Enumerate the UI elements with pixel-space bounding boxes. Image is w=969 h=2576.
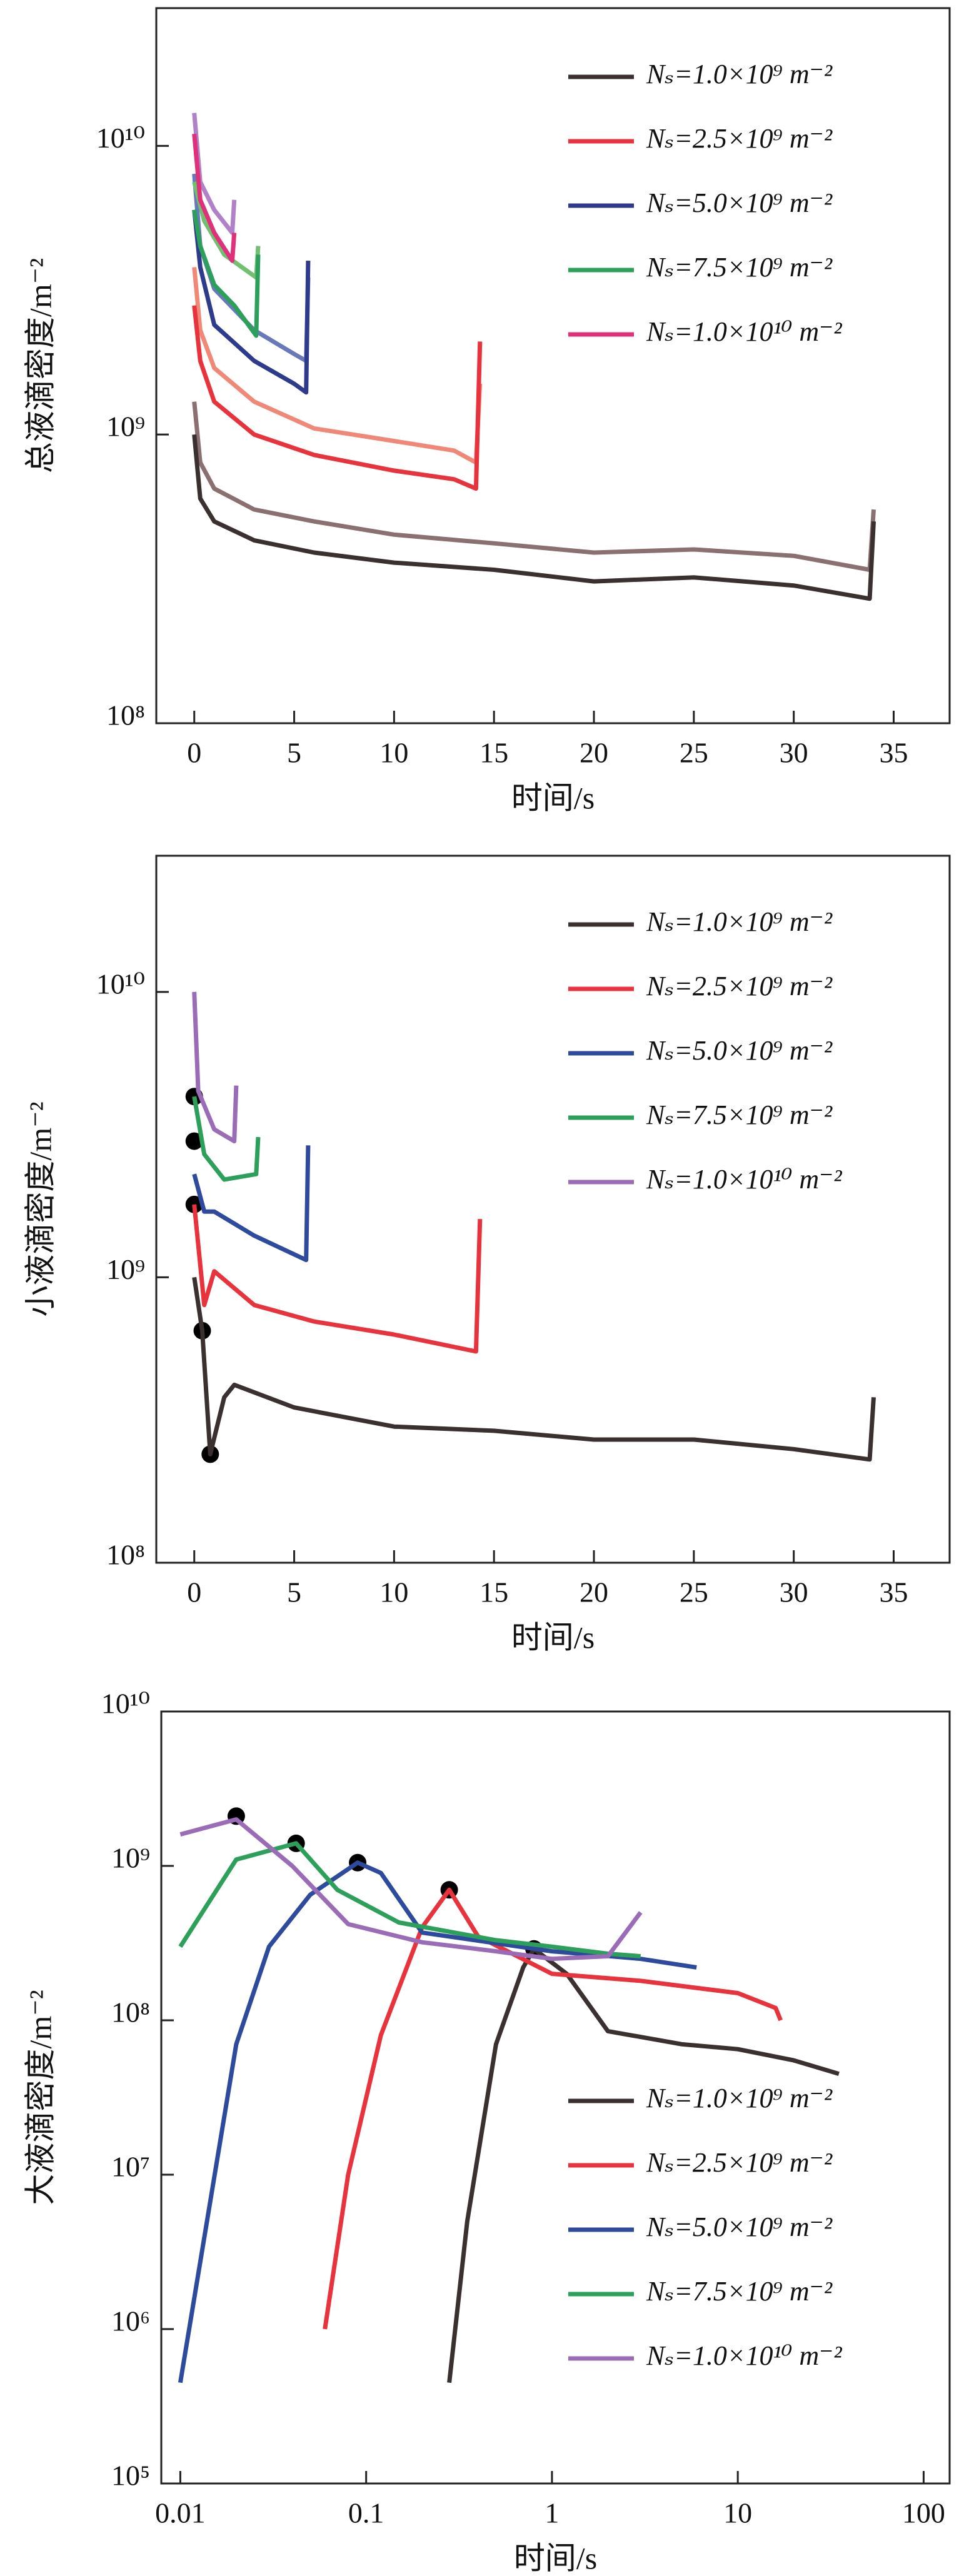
y-tick-label: 10⁹	[111, 1842, 150, 1874]
series-line	[192, 133, 237, 263]
x-tick-label: 0.1	[348, 2497, 384, 2529]
series-line	[192, 1276, 876, 1462]
x-axis-label: 时间/s	[514, 2540, 597, 2575]
x-tick-label: 20	[580, 737, 608, 769]
y-axis-label: 小液滴密度/m⁻²	[23, 1101, 58, 1316]
series-line	[192, 434, 876, 601]
x-tick-label: 0	[187, 1576, 201, 1608]
series-line	[192, 113, 237, 235]
x-tick-label: 25	[680, 737, 708, 769]
x-tick-label: 0.01	[155, 2497, 206, 2529]
y-tick-label: 10⁶	[111, 2305, 150, 2337]
x-tick-label: 25	[680, 1576, 708, 1608]
y-axis-label: 大液滴密度/m⁻²	[23, 1990, 58, 2205]
series-line	[192, 1096, 261, 1182]
legend-label: Nₛ=1.0×10⁹ m⁻²	[646, 59, 833, 89]
x-tick-label: 35	[879, 1576, 908, 1608]
x-tick-label: 35	[879, 737, 908, 769]
y-tick-label: 10⁸	[106, 1539, 145, 1571]
x-tick-label: 1	[545, 2497, 559, 2529]
series-line	[192, 401, 876, 572]
series-line	[192, 1204, 483, 1354]
legend-label: Nₛ=7.5×10⁹ m⁻²	[646, 2276, 833, 2307]
series-line	[192, 305, 483, 491]
legend-label: Nₛ=5.0×10⁹ m⁻²	[646, 188, 833, 218]
y-tick-label: 10⁹	[106, 1253, 145, 1285]
legend-label: Nₛ=2.5×10⁹ m⁻²	[646, 123, 833, 154]
y-tick-label: 10⁹	[106, 411, 145, 443]
x-tick-label: 5	[287, 1576, 301, 1608]
x-tick-label: 5	[287, 737, 301, 769]
plot-frame	[155, 7, 951, 724]
x-tick-label: 30	[780, 737, 808, 769]
series-line	[178, 1841, 641, 1958]
x-tick-label: 15	[479, 1576, 508, 1608]
legend-label: Nₛ=5.0×10⁹ m⁻²	[646, 2212, 833, 2242]
legend-label: Nₛ=1.0×10¹⁰ m⁻²	[646, 316, 842, 347]
legend-label: Nₛ=7.5×10⁹ m⁻²	[646, 252, 833, 283]
series-line	[192, 267, 483, 465]
plot-frame	[155, 854, 951, 1564]
legend-label: Nₛ=1.0×10¹⁰ m⁻²	[646, 1164, 842, 1195]
x-tick-label: 20	[580, 1576, 608, 1608]
x-tick-label: 0	[187, 737, 201, 769]
y-tick-label: 10⁸	[106, 699, 145, 731]
series-line	[192, 991, 239, 1144]
legend-label: Nₛ=1.0×10⁹ m⁻²	[646, 2083, 833, 2113]
x-tick-label: 30	[780, 1576, 808, 1608]
series-line	[192, 209, 261, 338]
y-axis-label: 总液滴密度/m⁻²	[23, 258, 58, 473]
y-tick-label: 10⁷	[111, 2151, 150, 2183]
x-axis-label: 时间/s	[511, 1620, 595, 1655]
legend-label: Nₛ=7.5×10⁹ m⁻²	[646, 1100, 833, 1130]
plot-frame	[160, 1710, 951, 2485]
y-tick-label: 10⁵	[111, 2460, 150, 2492]
x-tick-label: 100	[902, 2497, 945, 2529]
x-tick-label: 15	[479, 737, 508, 769]
legend-label: Nₛ=2.5×10⁹ m⁻²	[646, 2147, 833, 2178]
peak-marker	[185, 1132, 203, 1150]
series-line	[192, 1145, 311, 1263]
x-tick-label: 10	[379, 1576, 408, 1608]
series-line	[192, 209, 311, 395]
legend-label: Nₛ=5.0×10⁹ m⁻²	[646, 1035, 833, 1066]
legend-label: Nₛ=1.0×10¹⁰ m⁻²	[646, 2340, 842, 2371]
legend-label: Nₛ=2.5×10⁹ m⁻²	[646, 971, 833, 1001]
y-tick-label: 10¹⁰	[101, 1688, 150, 1720]
y-tick-label: 10¹⁰	[96, 122, 145, 154]
y-tick-label: 10⁸	[111, 1997, 150, 2028]
series-line	[179, 1817, 643, 1962]
x-axis-label: 时间/s	[511, 780, 595, 815]
x-tick-label: 10	[723, 2497, 752, 2529]
x-tick-label: 10	[379, 737, 408, 769]
legend-label: Nₛ=1.0×10⁹ m⁻²	[646, 906, 833, 937]
peak-marker	[185, 1195, 203, 1213]
y-tick-label: 10¹⁰	[96, 968, 145, 1000]
